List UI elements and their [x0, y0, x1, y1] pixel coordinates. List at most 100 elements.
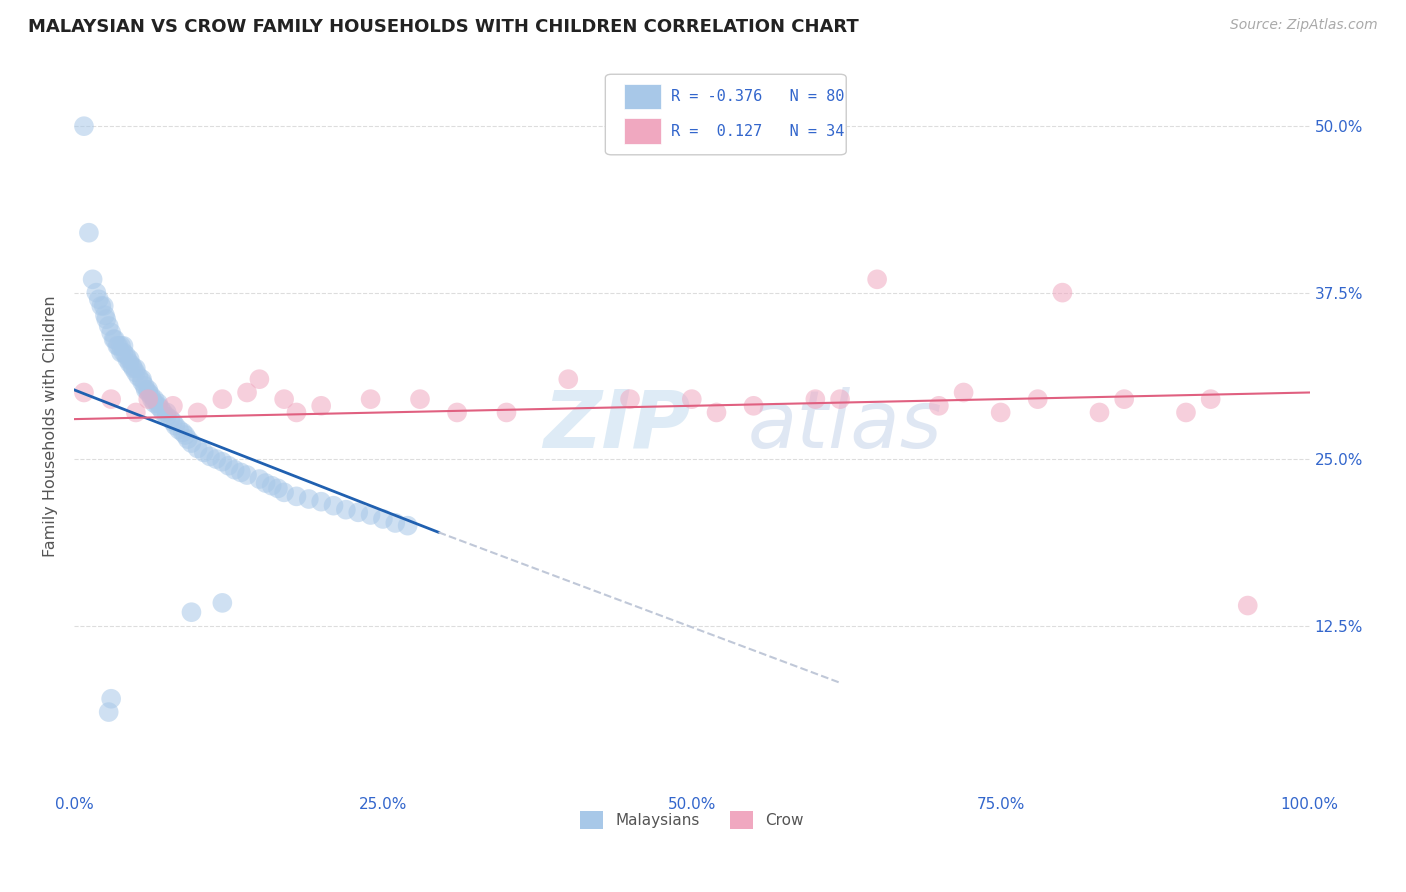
Point	[446, 405, 468, 419]
Point	[134, 379, 156, 393]
Point	[110, 345, 132, 359]
Point	[77, 226, 100, 240]
FancyBboxPatch shape	[624, 118, 661, 144]
Point	[112, 339, 135, 353]
Point	[187, 442, 209, 456]
FancyBboxPatch shape	[606, 74, 846, 155]
FancyBboxPatch shape	[624, 84, 661, 110]
Point	[121, 359, 143, 373]
Point	[143, 396, 166, 410]
Point	[149, 401, 172, 416]
Point	[87, 293, 110, 307]
Point	[1026, 392, 1049, 406]
Point	[193, 445, 215, 459]
Point	[229, 466, 252, 480]
Point	[100, 326, 122, 340]
Point	[247, 472, 270, 486]
Text: atlas: atlas	[748, 387, 942, 465]
Point	[1114, 392, 1136, 406]
Point	[706, 405, 728, 419]
Point	[90, 299, 112, 313]
Point	[309, 494, 332, 508]
Point	[1175, 405, 1198, 419]
Point	[143, 392, 166, 406]
Point	[273, 392, 295, 406]
Point	[828, 392, 851, 406]
Point	[136, 385, 159, 400]
Point	[247, 372, 270, 386]
Point	[100, 392, 122, 406]
Point	[118, 356, 141, 370]
Point	[260, 479, 283, 493]
Point	[174, 428, 197, 442]
Point	[100, 691, 122, 706]
Point	[495, 405, 517, 419]
Point	[360, 392, 382, 406]
Point	[273, 485, 295, 500]
Point	[1236, 599, 1258, 613]
Point	[211, 596, 233, 610]
Point	[146, 396, 169, 410]
Point	[93, 299, 115, 313]
Point	[110, 339, 132, 353]
Point	[97, 705, 120, 719]
Point	[360, 508, 382, 522]
Point	[115, 352, 138, 367]
Point	[211, 392, 233, 406]
Point	[152, 405, 174, 419]
Point	[103, 332, 125, 346]
Point	[952, 385, 974, 400]
Point	[218, 458, 240, 473]
Point	[136, 383, 159, 397]
Point	[384, 516, 406, 530]
Point	[136, 392, 159, 406]
Point	[167, 423, 190, 437]
Point	[86, 285, 108, 300]
Point	[104, 332, 127, 346]
Point	[254, 476, 277, 491]
Point	[619, 392, 641, 406]
Point	[82, 272, 104, 286]
Point	[162, 415, 184, 429]
Point	[211, 455, 233, 469]
Text: R =  0.127   N = 34: R = 0.127 N = 34	[671, 124, 844, 139]
Point	[165, 418, 187, 433]
Text: MALAYSIAN VS CROW FAMILY HOUSEHOLDS WITH CHILDREN CORRELATION CHART: MALAYSIAN VS CROW FAMILY HOUSEHOLDS WITH…	[28, 18, 859, 36]
Point	[180, 436, 202, 450]
Point	[928, 399, 950, 413]
Point	[127, 369, 149, 384]
Point	[122, 361, 145, 376]
Point	[267, 481, 290, 495]
Point	[804, 392, 827, 406]
Point	[180, 605, 202, 619]
Point	[156, 409, 179, 424]
Point	[94, 308, 117, 322]
Point	[139, 388, 162, 402]
Point	[73, 119, 96, 133]
Point	[96, 312, 118, 326]
Point	[236, 468, 259, 483]
Point	[866, 272, 889, 286]
Point	[681, 392, 703, 406]
Point	[73, 385, 96, 400]
Point	[309, 399, 332, 413]
Point	[1199, 392, 1222, 406]
Point	[141, 392, 163, 406]
Point	[990, 405, 1012, 419]
Text: ZIP: ZIP	[544, 387, 690, 465]
Legend: Malaysians, Crow: Malaysians, Crow	[574, 805, 810, 836]
Point	[131, 375, 153, 389]
Point	[322, 499, 344, 513]
Point	[177, 432, 200, 446]
Point	[107, 339, 129, 353]
Point	[125, 405, 148, 419]
Point	[557, 372, 579, 386]
Point	[205, 452, 228, 467]
Point	[125, 366, 148, 380]
Point	[162, 399, 184, 413]
Point	[156, 405, 179, 419]
Text: Source: ZipAtlas.com: Source: ZipAtlas.com	[1230, 18, 1378, 32]
Point	[146, 399, 169, 413]
Point	[347, 505, 370, 519]
Point	[1088, 405, 1111, 419]
